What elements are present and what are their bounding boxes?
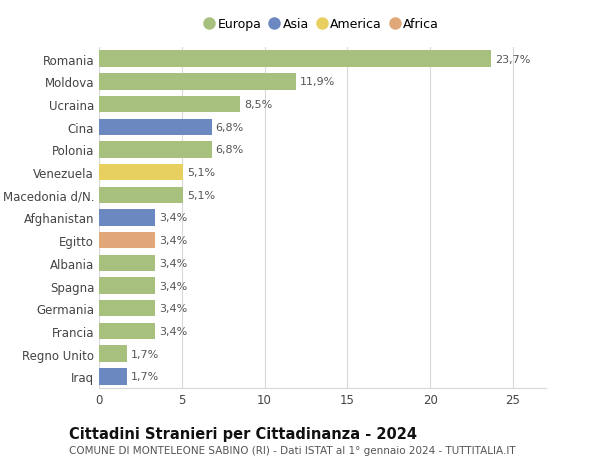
- Text: 3,4%: 3,4%: [160, 303, 188, 313]
- Text: 5,1%: 5,1%: [188, 168, 215, 178]
- Text: 3,4%: 3,4%: [160, 213, 188, 223]
- Text: 3,4%: 3,4%: [160, 235, 188, 246]
- Text: 6,8%: 6,8%: [216, 145, 244, 155]
- Bar: [99, 74, 296, 90]
- Text: 23,7%: 23,7%: [496, 55, 531, 65]
- Text: Cittadini Stranieri per Cittadinanza - 2024: Cittadini Stranieri per Cittadinanza - 2…: [69, 426, 417, 441]
- Bar: [99, 369, 127, 385]
- Bar: [99, 323, 155, 339]
- Text: 11,9%: 11,9%: [300, 77, 335, 87]
- Text: 1,7%: 1,7%: [131, 371, 160, 381]
- Text: 5,1%: 5,1%: [188, 190, 215, 201]
- Text: 8,5%: 8,5%: [244, 100, 272, 110]
- Bar: [99, 210, 155, 226]
- Bar: [99, 187, 184, 203]
- Text: 3,4%: 3,4%: [160, 258, 188, 269]
- Bar: [99, 165, 184, 181]
- Text: 3,4%: 3,4%: [160, 281, 188, 291]
- Legend: Europa, Asia, America, Africa: Europa, Asia, America, Africa: [203, 15, 442, 34]
- Bar: [99, 119, 212, 135]
- Bar: [99, 142, 212, 158]
- Bar: [99, 233, 155, 249]
- Bar: [99, 346, 127, 362]
- Bar: [99, 278, 155, 294]
- Bar: [99, 301, 155, 317]
- Bar: [99, 97, 240, 113]
- Text: 1,7%: 1,7%: [131, 349, 160, 359]
- Bar: [99, 51, 491, 67]
- Text: 3,4%: 3,4%: [160, 326, 188, 336]
- Bar: [99, 255, 155, 271]
- Text: COMUNE DI MONTELEONE SABINO (RI) - Dati ISTAT al 1° gennaio 2024 - TUTTITALIA.IT: COMUNE DI MONTELEONE SABINO (RI) - Dati …: [69, 445, 515, 455]
- Text: 6,8%: 6,8%: [216, 123, 244, 133]
